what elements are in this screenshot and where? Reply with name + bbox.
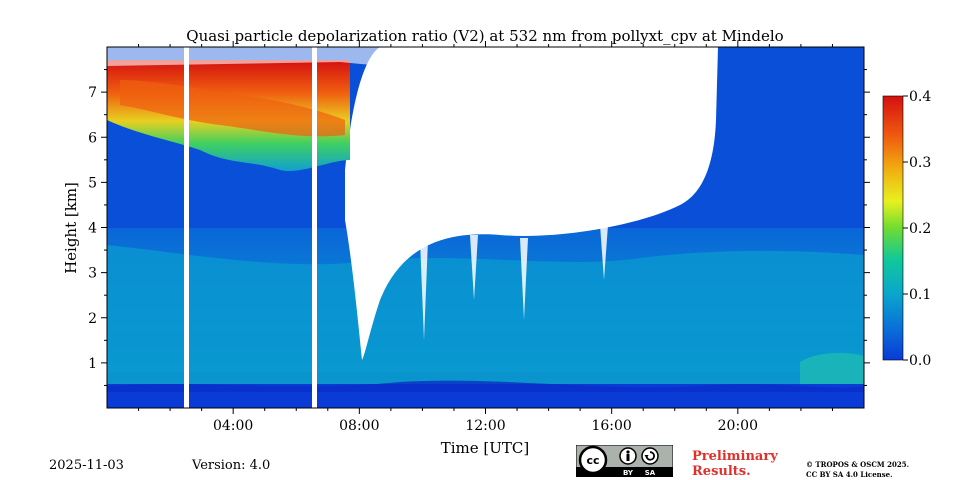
preliminary-notice: Preliminary Results. [692,449,778,479]
x-tick-label: 16:00 [591,418,631,434]
y-axis-label: Height [km] [62,182,80,274]
x-tick-label: 12:00 [465,418,505,434]
date-label: 2025-11-03 [49,458,124,473]
y-axis: 1 2 3 4 5 6 7 [88,69,870,386]
colorbar-ticks: 0.0 0.1 0.2 0.3 0.4 [903,89,931,369]
y-tick-label: 6 [88,130,97,146]
heatmap-area [107,47,864,408]
by-label: BY [623,469,634,477]
copyright-line1: © TROPOS & OSCM 2025. [806,460,910,469]
copyright-line2: CC BY SA 4.0 License. [806,470,893,479]
y-tick-label: 3 [88,266,97,282]
heatmap-surface-ripple [107,380,864,392]
copyright-notice: © TROPOS & OSCM 2025. CC BY SA 4.0 Licen… [806,460,909,480]
x-axis: 04:00 08:00 12:00 16:00 20:00 [138,41,833,434]
x-tick-label: 20:00 [718,418,758,434]
share-alike-icon [641,447,659,465]
chart-title: Quasi particle depolarization ratio (V2)… [186,27,783,45]
preliminary-line1: Preliminary [692,449,778,464]
heatmap-elevated-core [120,80,345,137]
colorbar-tick-label: 0.0 [909,353,931,369]
y-tick-label: 7 [88,85,97,101]
colorbar-tick-label: 0.1 [909,287,931,303]
colorbar [882,95,904,361]
heatmap-boundary-feature [800,352,864,385]
heatmap-elevated-top [107,47,470,67]
cc-icon [578,445,608,475]
y-tick-label: 2 [88,311,97,327]
x-axis-label: Time [UTC] [441,439,530,457]
colorbar-tick-label: 0.4 [909,89,931,105]
y-tick-label: 1 [88,356,97,372]
version-label: Version: 4.0 [192,458,271,473]
cc-text: cc [586,454,599,467]
sa-label: SA [645,469,656,477]
data-gap-1 [184,47,189,408]
colorbar-tick-label: 0.3 [909,155,931,171]
colorbar-tick-label: 0.2 [909,221,931,237]
x-tick-label: 04:00 [213,418,253,434]
y-tick-label: 5 [88,175,97,191]
data-gap-2 [312,47,317,408]
preliminary-line2: Results. [692,464,751,479]
y-tick-label: 4 [88,221,97,237]
x-tick-label: 08:00 [339,418,379,434]
heatmap-dust-band [107,245,864,372]
heatmap-cloud-region [345,47,718,360]
cc-license-badge: cc BY SA [576,445,673,477]
